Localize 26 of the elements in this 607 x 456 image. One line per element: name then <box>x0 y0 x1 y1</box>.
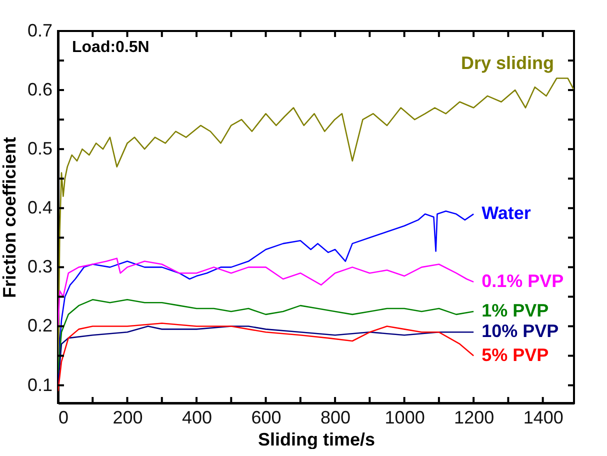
line-series <box>58 258 474 327</box>
x-tick-label: 200 <box>112 408 143 428</box>
x-tick-label: 600 <box>251 408 282 428</box>
y-axis-title: Friction coefficient <box>0 136 20 298</box>
y-tick-label: 0.4 <box>27 198 52 218</box>
line-series <box>58 299 474 374</box>
y-tick-label: 0.7 <box>27 20 52 40</box>
x-tick-label: 800 <box>320 408 351 428</box>
x-tick-label: 1000 <box>384 408 425 428</box>
y-tick-label: 0.3 <box>27 256 52 277</box>
x-tick-label: 1200 <box>454 408 494 428</box>
series-label: Dry sliding <box>460 53 554 74</box>
series-label: 10% PVP <box>482 321 559 342</box>
series-label: 5% PVP <box>482 344 549 365</box>
x-tick-label: 1400 <box>523 408 564 428</box>
y-tick-label: 0.2 <box>27 316 52 336</box>
y-tick-label: 0.6 <box>27 80 52 100</box>
x-tick-label: 0 <box>58 408 69 428</box>
x-tick-label: 400 <box>182 408 212 428</box>
series-label: 1% PVP <box>482 300 549 320</box>
annotation: Load:0.5N <box>72 39 150 56</box>
x-axis-title: Sliding time/s <box>258 430 376 450</box>
series-label: 0.1% PVP <box>482 270 564 291</box>
series-label: Water <box>482 203 531 224</box>
y-tick-label: 0.5 <box>27 138 52 159</box>
y-tick-label: 0.1 <box>27 374 52 395</box>
